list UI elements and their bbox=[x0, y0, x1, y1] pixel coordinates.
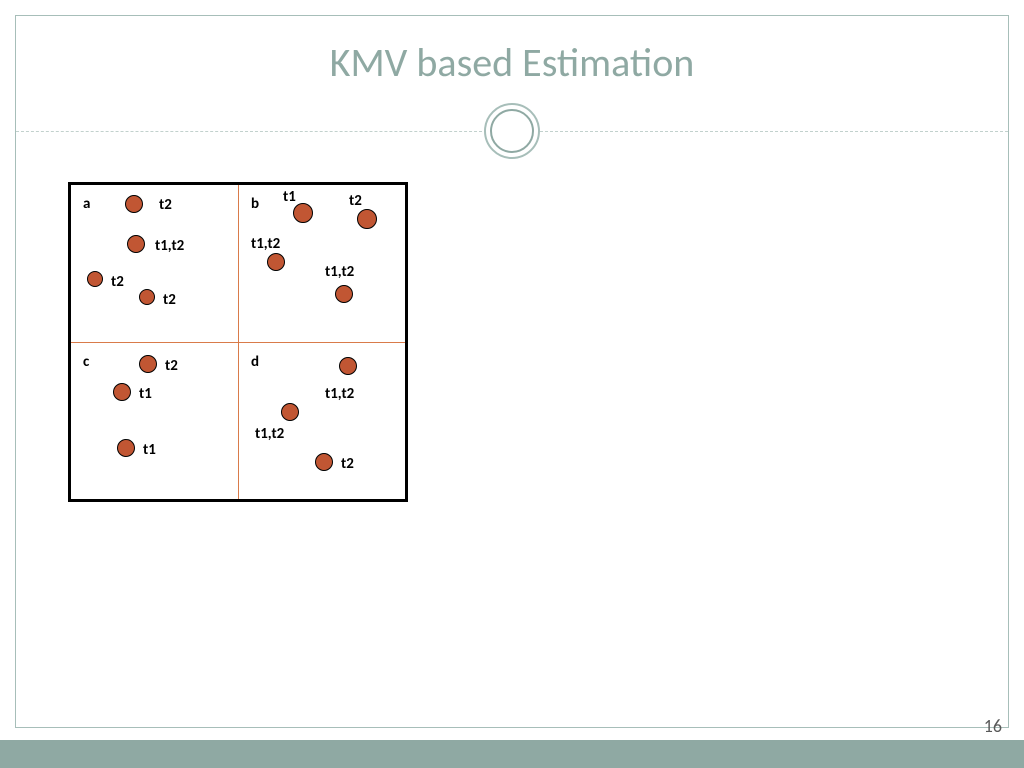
data-point bbox=[315, 453, 333, 471]
data-point-label: t1,t2 bbox=[325, 263, 354, 281]
quadrant-divider-horizontal bbox=[71, 342, 405, 343]
divider-dashed-right bbox=[540, 131, 1008, 132]
data-point bbox=[139, 289, 155, 305]
data-point bbox=[117, 439, 135, 457]
data-point bbox=[281, 403, 299, 421]
data-point bbox=[357, 209, 377, 229]
divider-dashed-left bbox=[16, 131, 482, 132]
data-point bbox=[113, 383, 131, 401]
data-point-label: t2 bbox=[159, 196, 172, 214]
data-point bbox=[125, 195, 143, 213]
quadrant-label: b bbox=[251, 195, 259, 213]
data-point bbox=[293, 203, 313, 223]
data-point bbox=[339, 357, 357, 375]
data-point-label: t2 bbox=[165, 357, 178, 375]
quadrant-label: d bbox=[251, 353, 259, 371]
data-point bbox=[127, 235, 145, 253]
slide-title: KMV based Estimation bbox=[0, 38, 1024, 87]
decorative-circle-inner bbox=[490, 109, 534, 153]
data-point-label: t2 bbox=[163, 291, 176, 309]
data-point bbox=[87, 271, 103, 287]
data-point-label: t1,t2 bbox=[251, 235, 280, 253]
data-point-label: t2 bbox=[341, 455, 354, 473]
data-point bbox=[335, 285, 353, 303]
data-point-label: t1,t2 bbox=[255, 425, 284, 443]
footer-bar bbox=[0, 740, 1024, 768]
slide: KMV based Estimation a b c d t2 t1,t2 t2 t2 t1 t2… bbox=[0, 0, 1024, 768]
data-point-label: t1,t2 bbox=[325, 385, 354, 403]
quadrant-label: c bbox=[83, 353, 89, 371]
data-point-label: t2 bbox=[111, 273, 124, 291]
data-point bbox=[267, 253, 285, 271]
data-point-label: t1,t2 bbox=[155, 237, 184, 255]
page-number: 16 bbox=[984, 715, 1002, 737]
quadrant-diagram: a b c d t2 t1,t2 t2 t2 t1 t2 t1,t2 t1,t2 t2 t1 t1 t1,t2… bbox=[68, 182, 408, 502]
data-point bbox=[139, 355, 157, 373]
data-point-label: t1 bbox=[143, 441, 156, 459]
quadrant-label: a bbox=[83, 195, 90, 213]
data-point-label: t2 bbox=[349, 192, 362, 210]
data-point-label: t1 bbox=[283, 188, 296, 206]
data-point-label: t1 bbox=[139, 385, 152, 403]
